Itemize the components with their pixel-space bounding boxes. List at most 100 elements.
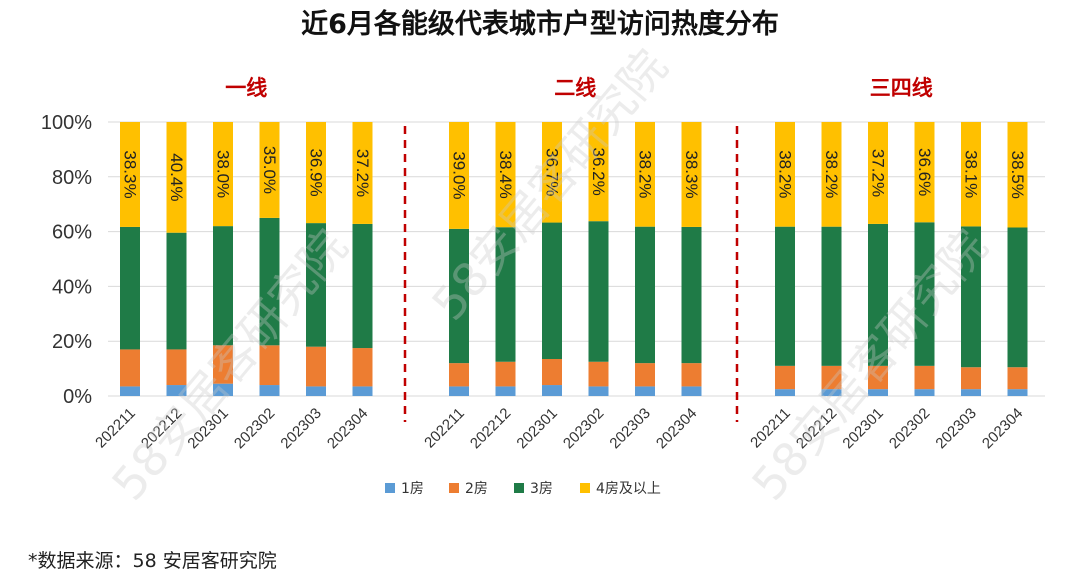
data-label: 36.2%: [589, 147, 608, 195]
legend-label-1room: 1房: [401, 481, 424, 497]
x-tick-label: 202211: [747, 405, 794, 452]
x-tick-label: 202211: [92, 405, 139, 452]
bar-segment: [961, 226, 981, 368]
bar-segment: [775, 122, 795, 227]
chart-title: 近6月各能级代表城市户型访问热度分布: [301, 9, 779, 40]
x-tick-label: 202303: [606, 405, 653, 452]
x-tick-label: 202212: [467, 405, 514, 452]
bar-segment: [495, 361, 516, 387]
bar-segment: [775, 226, 795, 366]
bar-segment: [681, 226, 702, 364]
legend-label-2room: 2房: [465, 481, 488, 497]
bar-segment: [914, 389, 935, 396]
bar-segment: [961, 367, 981, 390]
bar-segment: [868, 122, 888, 224]
group-label: 二线: [554, 76, 596, 100]
x-tick-label: 202303: [932, 405, 979, 452]
bar-segment: [449, 122, 469, 229]
bar-segment: [821, 122, 842, 227]
x-tick-label: 202304: [979, 405, 1026, 452]
bar-segment: [821, 389, 842, 396]
bar-segment: [542, 385, 562, 396]
bar-segment: [588, 221, 609, 362]
data-label: 39.0%: [450, 151, 469, 199]
x-tick-label: 202304: [653, 405, 700, 452]
bar-segment: [120, 226, 140, 350]
bar-segment: [306, 346, 326, 387]
bar-segment: [961, 122, 981, 227]
bar-segment: [821, 365, 842, 390]
data-label: 36.9%: [307, 148, 326, 196]
bar-segment: [635, 122, 655, 227]
bar-segment: [1007, 389, 1028, 396]
y-tick-label: 20%: [52, 331, 92, 353]
bar-segment: [681, 122, 702, 227]
x-tick-label: 202212: [793, 405, 840, 452]
legend-item-3room: 3房: [514, 478, 553, 498]
bar-segment: [681, 386, 702, 396]
legend-label-4plus: 4房及以上: [596, 481, 661, 497]
bar-segment: [635, 386, 655, 396]
bar-segment: [1007, 227, 1028, 368]
bar-segment: [259, 345, 280, 386]
legend-item-1room: 1房: [385, 478, 424, 498]
y-tick-label: 40%: [52, 276, 92, 298]
legend-item-2room: 2房: [449, 478, 488, 498]
bar-segment: [868, 389, 888, 396]
y-tick-label: 60%: [52, 222, 92, 244]
data-label: 36.6%: [915, 148, 934, 196]
legend-label-3room: 3房: [530, 481, 553, 497]
bar-segment: [868, 365, 888, 390]
bar-segment: [166, 232, 187, 350]
bar-segment: [914, 222, 935, 366]
bar-segment: [821, 226, 842, 366]
bar-segment: [259, 122, 280, 218]
bar-segment: [213, 383, 233, 396]
bar-segment: [635, 226, 655, 364]
data-label: 38.2%: [822, 150, 841, 198]
bar-segment: [775, 365, 795, 390]
bar-segment: [120, 386, 140, 396]
bar-segment: [449, 363, 469, 387]
bar-segment: [495, 386, 516, 396]
data-label: 38.0%: [214, 150, 233, 198]
data-label: 38.3%: [682, 150, 701, 198]
x-tick-label: 202301: [184, 405, 231, 452]
bar-segment: [588, 122, 609, 222]
bar-segment: [166, 122, 187, 233]
bar-segment: [681, 363, 702, 387]
legend-swatch-4plus: [580, 483, 590, 493]
bar-segment: [914, 122, 935, 223]
x-tick-label: 202304: [324, 405, 371, 452]
bar-segment: [495, 227, 516, 362]
bar-segment: [588, 361, 609, 387]
x-tick-label: 202301: [513, 405, 560, 452]
x-tick-label: 202212: [138, 405, 185, 452]
data-label: 38.3%: [121, 150, 140, 198]
x-tick-label: 202302: [560, 405, 607, 452]
data-label: 35.0%: [260, 146, 279, 194]
bar-segment: [213, 226, 233, 346]
legend-item-4plus: 4房及以上: [580, 478, 661, 498]
bar-segment: [120, 122, 140, 227]
bar-segment: [120, 349, 140, 387]
bar-segment: [166, 349, 187, 386]
data-label: 37.2%: [353, 149, 372, 197]
group-label: 三四线: [870, 76, 933, 100]
bar-segment: [352, 386, 373, 396]
bar-segment: [352, 122, 373, 224]
data-label: 40.4%: [167, 153, 186, 201]
data-label: 38.4%: [496, 151, 515, 199]
bar-segment: [306, 223, 326, 347]
bar-segment: [775, 389, 795, 396]
data-label: 38.5%: [1008, 151, 1027, 199]
bar-segment: [352, 348, 373, 387]
data-label: 38.1%: [962, 150, 981, 198]
bar-segment: [213, 122, 233, 227]
x-tick-label: 202301: [839, 405, 886, 452]
bar-segment: [352, 223, 373, 349]
legend-swatch-2room: [449, 483, 459, 493]
bar-segment: [868, 223, 888, 366]
x-tick-label: 202302: [886, 405, 933, 452]
legend-swatch-3room: [514, 483, 524, 493]
